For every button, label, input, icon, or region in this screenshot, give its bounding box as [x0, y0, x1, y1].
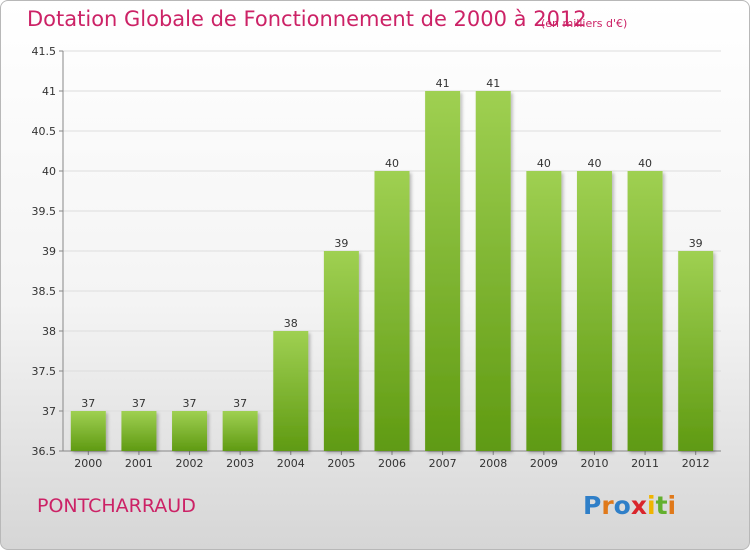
- x-tick-label-2002: 2002: [176, 457, 204, 470]
- logo-letter: i: [647, 491, 656, 520]
- data-label-2008: 41: [486, 77, 500, 90]
- data-label-2003: 37: [233, 397, 247, 410]
- x-tick-label-2001: 2001: [125, 457, 153, 470]
- x-tick-label-2007: 2007: [429, 457, 457, 470]
- data-label-2011: 40: [638, 157, 652, 170]
- x-tick-label-2000: 2000: [74, 457, 102, 470]
- bar-2011: [627, 171, 663, 451]
- x-tick-label-2006: 2006: [378, 457, 406, 470]
- y-tick-label: 40: [42, 165, 56, 178]
- data-label-2007: 41: [436, 77, 450, 90]
- bar-2012: [678, 251, 714, 451]
- logo-letter: o: [613, 491, 631, 520]
- logo-letter: t: [655, 491, 668, 520]
- unit-label: (en milliers d'€): [541, 17, 628, 30]
- x-tick-label-2004: 2004: [277, 457, 305, 470]
- logo-letter: x: [630, 491, 647, 520]
- bar-2009: [526, 171, 562, 451]
- y-tick-label: 41.5: [32, 45, 57, 58]
- data-label-2005: 39: [334, 237, 348, 250]
- bar-2001: [121, 411, 157, 451]
- x-tick-label-2008: 2008: [479, 457, 507, 470]
- bar-2003: [222, 411, 258, 451]
- bar-2007: [425, 91, 461, 451]
- y-tick-label: 38: [42, 325, 56, 338]
- logo-letter: P: [583, 491, 602, 520]
- data-label-2012: 39: [689, 237, 703, 250]
- axes: 36.5 37 37.5 38 38.5 39 39.5 40 40.5 41 41.5 2000 20…: [32, 45, 721, 470]
- x-tick-label-2003: 2003: [226, 457, 254, 470]
- y-tick-label: 41: [42, 85, 56, 98]
- bar-2005: [323, 251, 359, 451]
- data-label-2006: 40: [385, 157, 399, 170]
- bar-2006: [374, 171, 410, 451]
- logo-letter: r: [601, 491, 614, 520]
- bar-2010: [576, 171, 612, 451]
- data-labels: 37 37 37 37 38 39 40 41 41 40 40 40 39: [81, 77, 702, 410]
- y-tick-label: 39.5: [32, 205, 57, 218]
- y-tick-label: 37: [42, 405, 56, 418]
- y-tick-label: 37.5: [32, 365, 57, 378]
- data-label-2009: 40: [537, 157, 551, 170]
- y-tick-label: 39: [42, 245, 56, 258]
- bars: [70, 91, 714, 451]
- x-tick-label-2009: 2009: [530, 457, 558, 470]
- proxiti-logo: Proxiti: [583, 491, 676, 520]
- commune-name: PONTCHARRAUD: [37, 495, 196, 517]
- bar-2004: [273, 331, 309, 451]
- data-label-2000: 37: [81, 397, 95, 410]
- logo-letter: i: [667, 491, 677, 520]
- data-label-2001: 37: [132, 397, 146, 410]
- y-tick-label: 36.5: [32, 445, 57, 458]
- x-tick-label-2010: 2010: [580, 457, 608, 470]
- data-label-2002: 37: [183, 397, 197, 410]
- y-tick-label: 40.5: [32, 125, 57, 138]
- data-label-2010: 40: [587, 157, 601, 170]
- x-tick-label-2012: 2012: [682, 457, 710, 470]
- chart-title: Dotation Globale de Fonctionnement de 20…: [27, 7, 587, 31]
- data-label-2004: 38: [284, 317, 298, 330]
- x-tick-label-2011: 2011: [631, 457, 659, 470]
- bar-2008: [475, 91, 511, 451]
- bar-2000: [70, 411, 106, 451]
- y-tick-label: 38.5: [32, 285, 57, 298]
- x-tick-label-2005: 2005: [327, 457, 355, 470]
- bar-2002: [172, 411, 208, 451]
